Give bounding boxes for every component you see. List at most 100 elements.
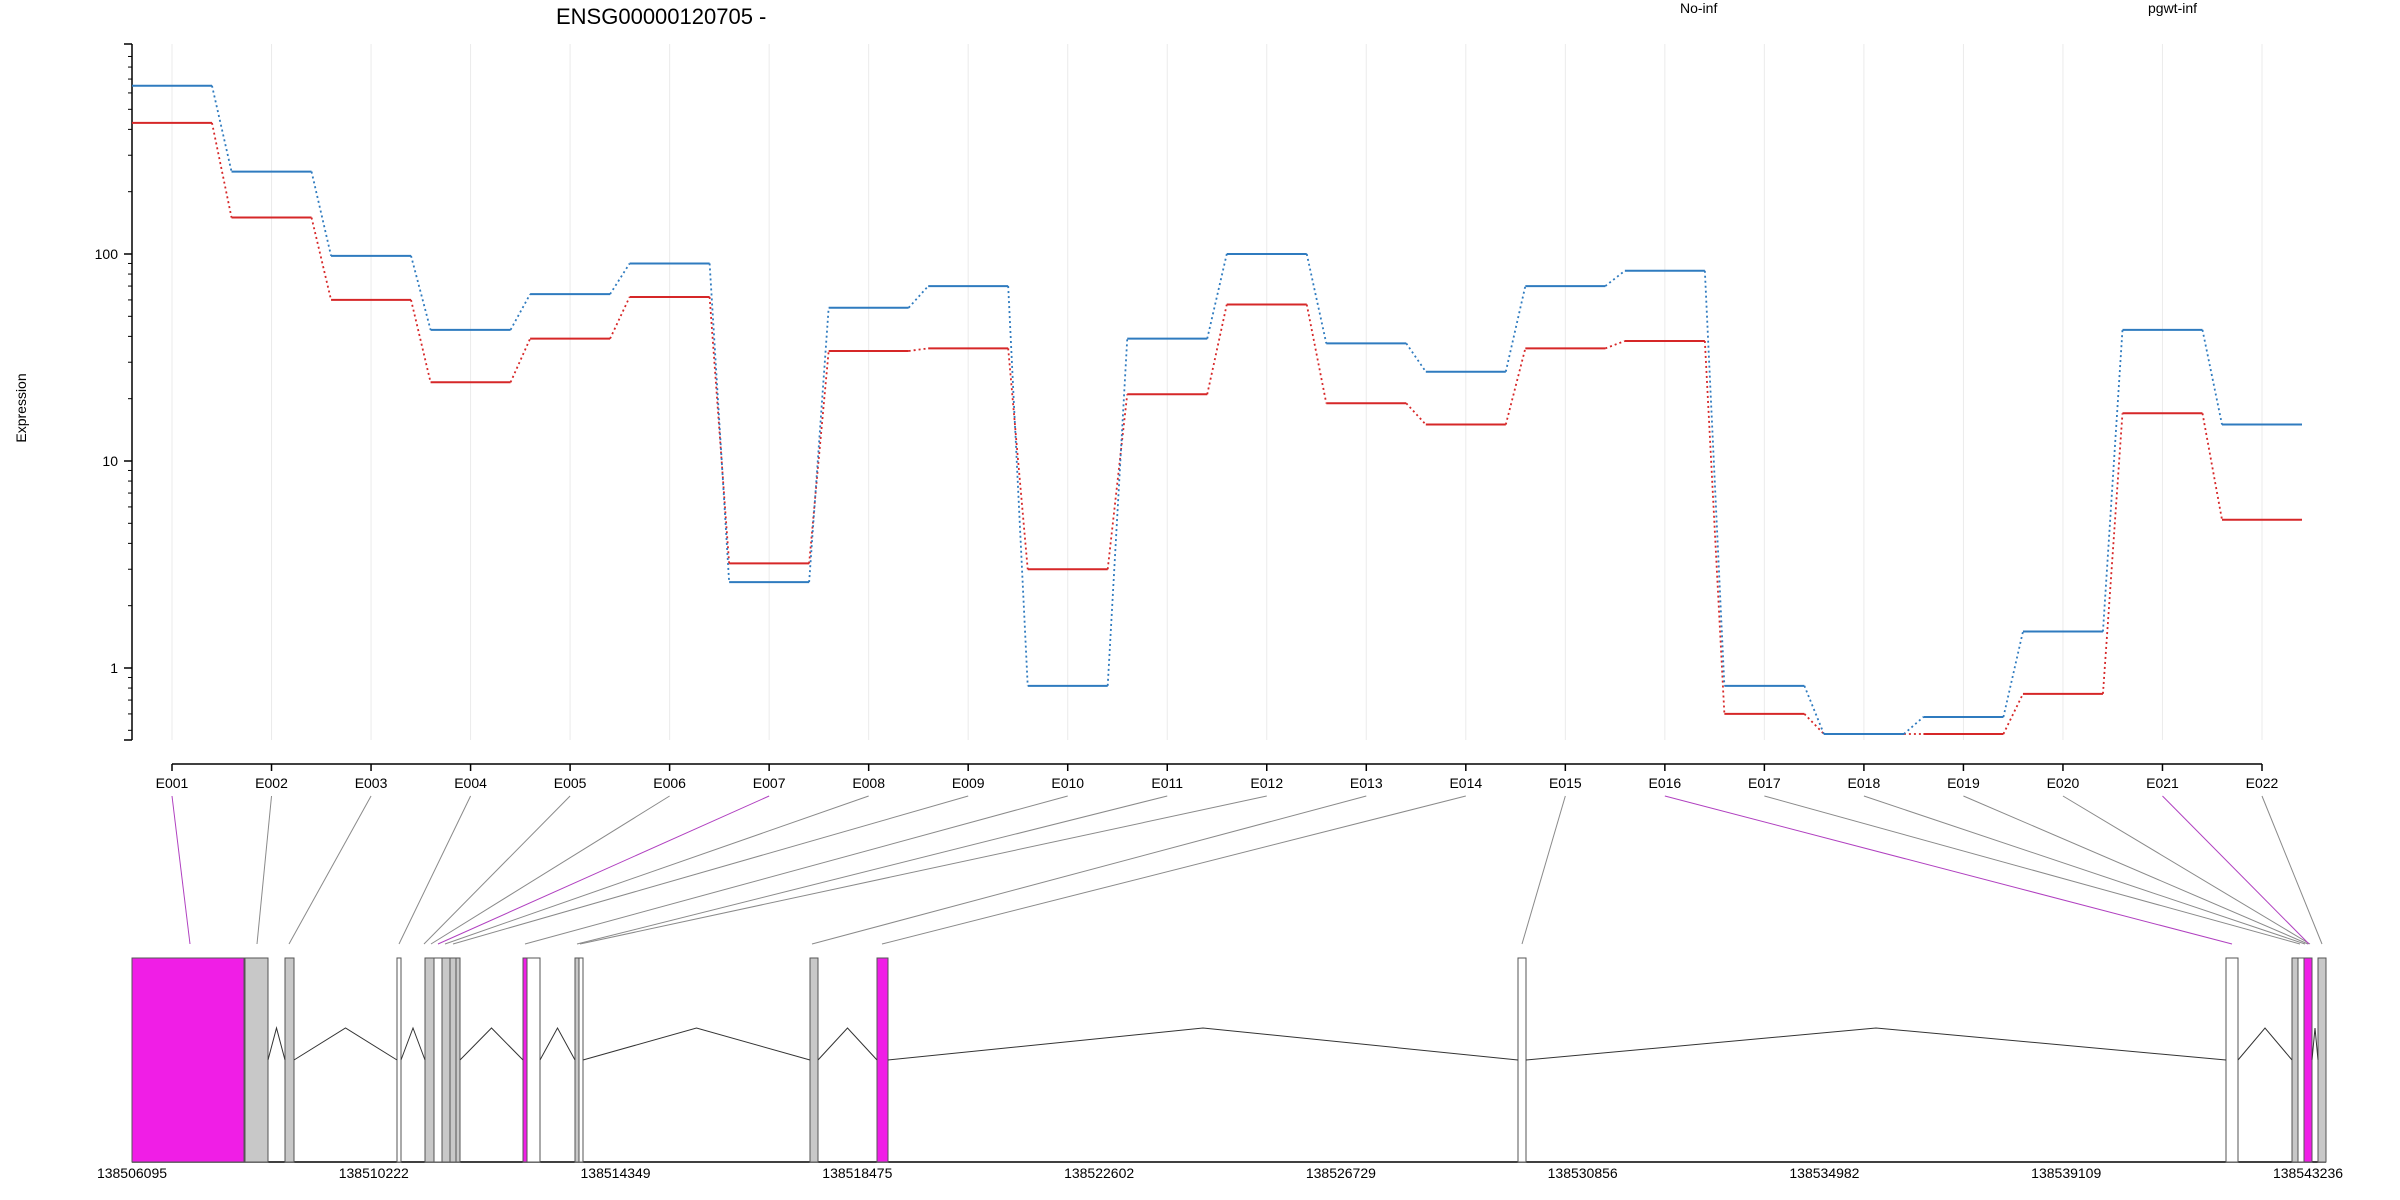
- gene-model: 138506095 138510222 138514349 138518475 1385…: [97, 957, 2343, 1181]
- intron-line: [459, 1027, 524, 1061]
- series-pgwt-inf-connector: [1305, 253, 1328, 344]
- x-tick-label-e003: E003: [355, 775, 388, 791]
- series-pgwt-inf-connector: [1903, 716, 1925, 735]
- series-pgwt-inf-connector: [509, 293, 531, 331]
- exon-box: [441, 957, 451, 1163]
- gene-coordinate-label-138539109: 138539109: [2031, 1165, 2101, 1181]
- exon-box-highlighted: [876, 957, 889, 1163]
- exon-box: [284, 957, 295, 1163]
- intron-line: [1525, 1027, 2227, 1061]
- exon-box: [2291, 957, 2299, 1163]
- series-no-inf-connector: [310, 217, 332, 301]
- series-no-inf-connector: [410, 299, 432, 383]
- exon-connectors: [171, 795, 2323, 945]
- connector-e009: [452, 795, 969, 945]
- x-tick-label-e005: E005: [554, 775, 587, 791]
- series-pgwt-inf-connector: [1007, 286, 1029, 686]
- series-no-inf-connector: [908, 347, 929, 352]
- exon-box: [433, 957, 443, 1163]
- x-tick-label-e014: E014: [1449, 775, 1482, 791]
- x-tick-label-e017: E017: [1748, 775, 1781, 791]
- exon-box: [574, 957, 580, 1163]
- connector-e011: [576, 795, 1168, 945]
- connector-e012: [579, 795, 1267, 945]
- gene-coordinate-label-138522602: 138522602: [1064, 1165, 1134, 1181]
- connector-e021: [2162, 795, 2310, 945]
- x-tick-label-e001: E001: [156, 775, 189, 791]
- intron-line: [400, 1026, 426, 1061]
- x-tick-label-e006: E006: [653, 775, 686, 791]
- connector-e018: [1863, 795, 2306, 945]
- series-no-inf-connector: [2102, 413, 2124, 694]
- series-no-inf-connector: [1504, 348, 1527, 425]
- connector-e005: [423, 795, 571, 945]
- series-pgwt-inf-connector: [1604, 270, 1626, 287]
- intron-line: [539, 1026, 576, 1061]
- x-tick-label-e012: E012: [1250, 775, 1283, 791]
- x-tick-label-e011: E011: [1151, 775, 1183, 791]
- series-pgwt-inf-connector: [1703, 270, 1726, 686]
- x-tick-label-e020: E020: [2047, 775, 2080, 791]
- series-no-inf-connector: [1206, 304, 1228, 395]
- connector-e002: [256, 795, 273, 945]
- x-tick-label-e002: E002: [255, 775, 288, 791]
- x-tick-label-e019: E019: [1947, 775, 1980, 791]
- connector-e016: [1664, 795, 2233, 945]
- series-pgwt-inf-connector: [2201, 329, 2223, 425]
- x-tick-label-e008: E008: [852, 775, 885, 791]
- series-no-inf-connector: [1703, 340, 1726, 714]
- exon-box: [396, 957, 402, 1163]
- y-tick-label-10: 10: [102, 453, 118, 469]
- chart-title: ENSG00000120705 -: [556, 4, 766, 29]
- series-pgwt-inf-connector: [1405, 342, 1427, 373]
- y-tick-label-100: 100: [95, 246, 119, 262]
- x-tick-label-e013: E013: [1350, 775, 1383, 791]
- intron-line: [887, 1027, 1519, 1061]
- x-tick-label-e016: E016: [1649, 775, 1682, 791]
- series-no-inf-connector: [1605, 340, 1626, 350]
- gene-coordinate-label-138530856: 138530856: [1548, 1165, 1618, 1181]
- y-axis-label: Expression: [13, 373, 29, 442]
- gene-coordinate-label-138510222: 138510222: [339, 1165, 409, 1181]
- exon-box: [455, 957, 461, 1163]
- connector-e017: [1764, 795, 2301, 945]
- exon-box: [578, 957, 584, 1163]
- intron-line: [293, 1027, 398, 1061]
- x-tick-label-e009: E009: [952, 775, 985, 791]
- connector-e013: [811, 795, 1367, 945]
- x-tick-label-e007: E007: [753, 775, 786, 791]
- connector-e022: [2261, 795, 2323, 945]
- series-pgwt-inf-connector: [609, 262, 631, 295]
- x-tick-label-e021: E021: [2146, 775, 2179, 791]
- exon-box-highlighted: [131, 957, 245, 1163]
- exon-box: [2297, 957, 2305, 1163]
- x-tick-label-e004: E004: [454, 775, 487, 791]
- series-pgwt-inf-connector: [1803, 685, 1825, 735]
- connector-e014: [881, 795, 1466, 945]
- x-tick-label-e015: E015: [1549, 775, 1582, 791]
- connector-e004: [398, 795, 472, 945]
- gene-coordinate-label-138514349: 138514349: [581, 1165, 651, 1181]
- series-no-inf-connector: [1007, 348, 1029, 570]
- exon-box: [449, 957, 457, 1163]
- series-no-inf-connector: [2201, 413, 2223, 520]
- connector-e020: [2062, 795, 2311, 945]
- series-pgwt-inf-connector: [708, 263, 731, 583]
- axes: 1 10 100 E001 E002 E003 E004 E005 E006 E007 E008 E0…: [95, 43, 2279, 791]
- gene-coordinate-label-138526729: 138526729: [1306, 1165, 1376, 1181]
- series-pgwt-inf-connector: [808, 307, 830, 583]
- intron-line: [2311, 1027, 2319, 1061]
- series-lines: [132, 84, 2302, 735]
- series-no-inf-connector: [1106, 394, 1129, 570]
- exon-box: [2225, 957, 2239, 1163]
- gene-coordinate-label-138506095: 138506095: [97, 1165, 167, 1181]
- connector-e010: [524, 795, 1068, 945]
- exon-box: [2317, 957, 2327, 1163]
- series-pgwt-inf-connector: [2102, 329, 2124, 632]
- connector-e019: [1963, 795, 2309, 945]
- x-tick-label-e010: E010: [1051, 775, 1084, 791]
- intron-line: [817, 1027, 878, 1061]
- connector-e008: [444, 795, 869, 945]
